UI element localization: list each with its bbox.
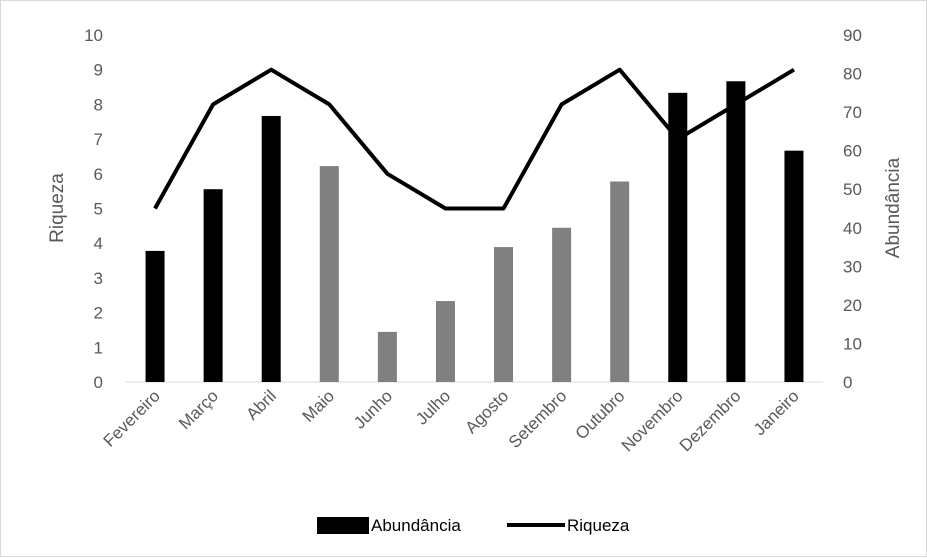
riqueza-line-layer [153,67,796,211]
right-tick-label: 0 [843,373,852,392]
x-tick-label: Janeiro [750,386,803,439]
legend-label-abundancia: Abundância [371,516,461,535]
riqueza-line [153,67,796,211]
abundancia-bar-dezembro [726,81,746,383]
right-axis-ticks: 0 10 20 30 40 50 60 70 80 90 [843,26,862,392]
x-tick-label: Abril [243,386,280,423]
left-tick-label: 0 [94,373,103,392]
abundancia-bar-julho [435,301,455,382]
abundancia-bar-novembro [668,92,688,382]
abundancia-bar-outubro [610,181,630,382]
legend-swatch-abundancia [317,517,369,534]
left-axis-ticks: 0 1 2 3 4 5 6 7 8 9 10 [84,26,103,392]
left-tick-label: 7 [94,130,103,149]
x-axis-tick-labels: Fevereiro Março Abril Maio Junho Julho AgostoS… [100,386,803,455]
right-tick-label: 70 [843,103,862,122]
right-tick-label: 30 [843,257,862,276]
abundancia-bar-maio [319,166,339,382]
right-axis-title: Abundância [883,157,904,258]
left-tick-label: 10 [84,26,103,45]
x-tick-label: Março [175,386,222,433]
x-tick-label: Dezembro [676,386,745,455]
right-tick-label: 20 [843,296,862,315]
left-tick-label: 3 [94,269,103,288]
abundancia-bar-abril [261,115,281,382]
right-tick-label: 10 [843,334,862,353]
x-tick-label: Maio [299,386,338,425]
x-tick-label: Setembro [505,386,571,452]
x-tick-label: Outubro [572,386,629,443]
left-tick-label: 5 [94,200,103,219]
abundancia-bar-setembro [552,227,572,382]
right-tick-label: 40 [843,219,862,238]
abundancia-bars [145,81,804,383]
left-tick-label: 8 [94,95,103,114]
x-tick-label: Novembro [618,386,687,455]
abundancia-bar-agosto [494,247,514,382]
left-tick-label: 4 [94,234,103,253]
x-tick-label: Junho [350,386,396,432]
x-tick-label: Fevereiro [100,386,164,450]
abundancia-bar-junho [377,331,397,382]
right-tick-label: 80 [843,65,862,84]
left-tick-label: 2 [94,304,103,323]
left-tick-label: 9 [94,61,103,80]
legend: Abundância Riqueza [317,516,630,535]
legend-label-riqueza: Riqueza [567,516,630,535]
abundancia-bar-janeiro [784,150,804,382]
left-tick-label: 1 [94,338,103,357]
x-tick-label: Julho [412,386,454,428]
right-tick-label: 60 [843,142,862,161]
right-tick-label: 90 [843,26,862,45]
left-tick-label: 6 [94,165,103,184]
abundancia-bar-fevereiro [145,250,165,382]
x-tick-label: Agosto [462,386,513,437]
right-tick-label: 50 [843,180,862,199]
left-axis-title: Riqueza [47,173,68,243]
abundancia-bar-março [203,189,223,382]
